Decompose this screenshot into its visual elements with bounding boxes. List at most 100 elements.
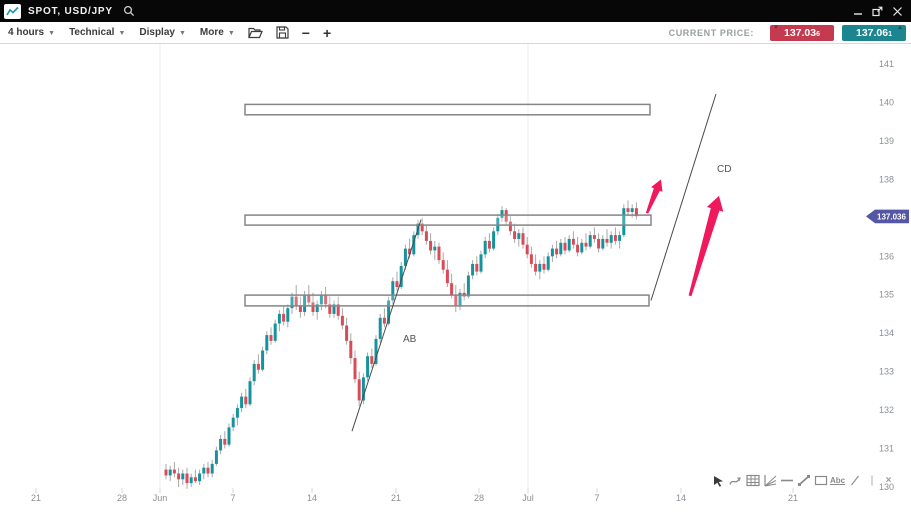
- candle: [198, 469, 202, 485]
- chevron-down-icon: ▼: [48, 30, 56, 37]
- technical-dropdown-label: Technical: [69, 27, 115, 38]
- candle: [525, 237, 529, 259]
- price-axis-label: 131: [879, 444, 894, 454]
- price-axis-label: 135: [879, 290, 894, 300]
- title-bar: SPOT, USD/JPY: [0, 0, 911, 22]
- candle: [622, 204, 626, 237]
- candle: [555, 240, 559, 259]
- rectangle-tool-icon[interactable]: [813, 472, 828, 488]
- candle: [328, 296, 332, 318]
- candle: [378, 313, 382, 343]
- ask-price-value: 137.06: [855, 26, 889, 39]
- chart-canvas[interactable]: AB CD 141 140 139 138 136 135 134 133 132 131 130 21 2…: [0, 44, 911, 513]
- candle: [529, 246, 533, 268]
- open-file-icon[interactable]: [247, 27, 263, 39]
- candle: [601, 235, 605, 251]
- popout-icon[interactable]: [872, 6, 883, 17]
- timeframe-dropdown[interactable]: 4 hours ▼: [8, 27, 55, 38]
- gann-fan-tool-icon[interactable]: [762, 472, 777, 488]
- more-dropdown[interactable]: More ▼: [200, 27, 235, 38]
- price-axis-label: 141: [879, 59, 894, 69]
- candle: [387, 296, 391, 326]
- candle: [252, 360, 256, 386]
- candle: [290, 292, 294, 314]
- candle: [265, 331, 269, 355]
- candle: [534, 254, 538, 276]
- display-dropdown[interactable]: Display ▼: [139, 27, 186, 38]
- candle: [412, 231, 416, 257]
- zoom-in-button[interactable]: +: [322, 24, 332, 41]
- diagonal-line-tool-icon[interactable]: [847, 472, 862, 488]
- chevron-down-icon: ▼: [118, 30, 126, 37]
- technical-dropdown[interactable]: Technical ▼: [69, 27, 125, 38]
- time-axis-label: 21: [788, 493, 798, 503]
- candle: [324, 287, 328, 309]
- candle: [235, 404, 239, 426]
- candle: [538, 260, 542, 280]
- more-dropdown-label: More: [199, 27, 224, 38]
- candle: [332, 300, 336, 318]
- candle: [571, 231, 575, 249]
- svg-text:137.036: 137.036: [877, 212, 906, 221]
- search-icon[interactable]: [123, 5, 135, 17]
- CD-trend-line: [650, 93, 717, 301]
- candle: [592, 227, 596, 243]
- toolbar-separator: [864, 472, 879, 488]
- candle: [513, 223, 517, 243]
- candle: [576, 237, 580, 257]
- candle: [433, 240, 437, 261]
- current-price-label: CURRENT PRICE:: [668, 27, 754, 38]
- current-price-tag: 137.036: [866, 209, 909, 224]
- grid-tool-icon[interactable]: [745, 472, 760, 488]
- time-axis-label: 21: [31, 493, 41, 503]
- price-axis-label: 138: [879, 174, 894, 184]
- annotation-label: CD: [717, 164, 731, 175]
- candle: [483, 237, 487, 259]
- zoom-out-button[interactable]: −: [301, 24, 310, 41]
- candle: [256, 354, 260, 374]
- candle: [361, 373, 365, 405]
- candle: [336, 296, 340, 320]
- bid-price-button[interactable]: ▼ 137.03 6: [770, 24, 834, 41]
- save-icon[interactable]: [276, 26, 289, 39]
- time-axis-label: Jun: [153, 493, 168, 503]
- candle: [382, 308, 386, 328]
- candle: [298, 296, 302, 318]
- candle: [580, 238, 584, 255]
- candle: [353, 350, 357, 384]
- close-icon[interactable]: [892, 6, 903, 17]
- price-axis-label: 139: [879, 136, 894, 146]
- candle: [240, 392, 244, 412]
- candle: [567, 235, 571, 253]
- candle: [634, 202, 638, 220]
- candle: [471, 260, 475, 280]
- candle: [181, 469, 185, 485]
- candle: [315, 300, 319, 320]
- pointer-tool-icon[interactable]: [711, 472, 726, 488]
- candle: [626, 200, 630, 216]
- candle: [168, 465, 172, 482]
- candle: [261, 346, 265, 372]
- text-tool-icon[interactable]: Abc: [829, 475, 846, 485]
- candle: [319, 290, 323, 311]
- candle: [210, 460, 214, 478]
- delete-tool-icon[interactable]: ×: [885, 474, 892, 486]
- horizontal-line-tool-icon[interactable]: [779, 472, 794, 488]
- support-zone: [244, 294, 650, 307]
- freehand-curve-tool-icon[interactable]: [728, 472, 743, 488]
- trend-line-tool-icon[interactable]: [796, 472, 811, 488]
- candle: [282, 306, 286, 326]
- candle: [618, 231, 622, 249]
- ask-price-fraction: 1: [888, 31, 893, 38]
- candle: [613, 227, 617, 245]
- timeframe-dropdown-label: 4 hours: [8, 27, 45, 38]
- candle: [479, 250, 483, 274]
- candle: [202, 463, 206, 480]
- candle: [172, 462, 176, 478]
- candle: [311, 292, 315, 316]
- ask-price-button[interactable]: ▲ 137.06 1: [842, 24, 906, 41]
- breakout-arrow: [645, 179, 663, 214]
- minimize-icon[interactable]: [853, 6, 863, 16]
- chart-area: AB CD 141 140 139 138 136 135 134 133 132 131 130 21 2…: [0, 44, 911, 513]
- candle: [286, 304, 290, 328]
